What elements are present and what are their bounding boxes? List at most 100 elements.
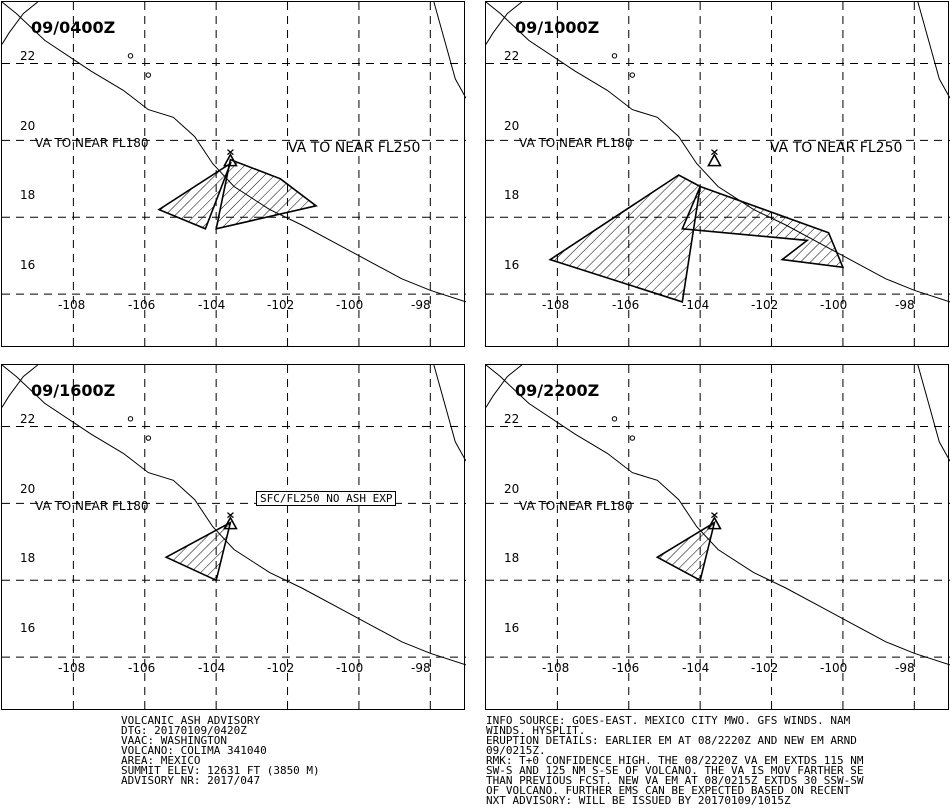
no-ash-label: SFC/FL250 NO ASH EXP	[256, 491, 397, 506]
coastline	[433, 365, 466, 462]
advisory-title: VOLCANIC ASH ADVISORY	[121, 714, 261, 727]
lon-label-104: -104	[682, 298, 710, 312]
advisory-number: ADVISORY NR: 2017/047	[121, 774, 261, 787]
lon-label-102: -102	[267, 298, 295, 312]
ash-polygon	[157, 161, 233, 230]
advisory-details: INFO SOURCE: GOES-EAST. MEXICO CITY MWO.…	[486, 714, 864, 807]
ash-polygon	[215, 158, 318, 230]
lon-label-100: -100	[820, 298, 848, 312]
advisory-line: WINDS. HYSPLIT.	[486, 724, 586, 737]
coastline	[486, 2, 950, 303]
va-label-fl180: VA TO NEAR FL180	[519, 136, 633, 150]
forecast-panel-1000: 09/1000Z VA TO NEAR FL180 VA TO NEAR FL2…	[485, 1, 950, 348]
volcano-icon	[223, 152, 238, 167]
island	[127, 53, 134, 59]
island	[611, 416, 618, 422]
advisory-area: AREA: MEXICO	[121, 754, 201, 767]
ash-polygon	[681, 185, 845, 269]
island	[629, 435, 636, 441]
lon-label-102: -102	[751, 661, 779, 675]
advisory-header: VOLCANIC ASH ADVISORY DTG: 20170109/0420…	[121, 714, 320, 787]
forecast-panel-1600: 09/1600Z VA TO NEAR FL180 SFC/FL250 NO A…	[1, 364, 466, 711]
coastline	[2, 365, 466, 666]
lon-label-106: -106	[128, 661, 156, 675]
va-label-fl180: VA TO NEAR FL180	[519, 499, 633, 513]
coastline	[486, 365, 523, 408]
va-label-fl250: VA TO NEAR FL250	[770, 140, 903, 156]
lat-label-18: 18	[504, 188, 520, 202]
forecast-panel-0400: 09/0400Z VA TO NEAR FL180 VA TO NEAR FL2…	[1, 1, 466, 348]
lat-label-16: 16	[20, 258, 36, 272]
lat-label-18: 18	[20, 551, 36, 565]
lon-label-100: -100	[336, 298, 364, 312]
coastline	[2, 2, 466, 303]
lon-label-106: -106	[612, 298, 640, 312]
map-canvas	[486, 365, 950, 711]
ash-polygon	[655, 520, 716, 582]
lon-label-100: -100	[336, 661, 364, 675]
advisory-line: OF VOLCANO. FURTHER EMS CAN BE EXPECTED …	[486, 784, 851, 797]
advisory-vaac: VAAC: WASHINGTON	[121, 734, 227, 747]
advisory-line: THAN PREVIOUS FCST. NEW VA EM AT 08/0215…	[486, 774, 864, 787]
lat-label-22: 22	[20, 49, 36, 63]
lat-label-20: 20	[20, 119, 36, 133]
advisory-line: RMK: T+0 CONFIDENCE HIGH. THE 08/2220Z V…	[486, 754, 864, 767]
lon-label-98: -98	[411, 661, 431, 675]
panel-time: 09/0400Z	[31, 18, 116, 37]
lat-label-16: 16	[504, 258, 520, 272]
island	[611, 53, 618, 59]
lon-label-98: -98	[895, 298, 915, 312]
lat-label-22: 22	[504, 49, 520, 63]
coastline	[917, 2, 950, 99]
lon-label-106: -106	[128, 298, 156, 312]
advisory-line: INFO SOURCE: GOES-EAST. MEXICO CITY MWO.…	[486, 714, 851, 727]
ash-polygon	[164, 521, 232, 582]
va-label-fl180: VA TO NEAR FL180	[35, 136, 149, 150]
lon-label-104: -104	[198, 298, 226, 312]
coastline	[917, 365, 950, 462]
lon-label-108: -108	[58, 298, 86, 312]
lat-label-18: 18	[20, 188, 36, 202]
lon-label-102: -102	[267, 661, 295, 675]
island	[127, 416, 134, 422]
va-label-fl180: VA TO NEAR FL180	[35, 499, 149, 513]
lon-label-98: -98	[411, 298, 431, 312]
panel-time: 09/1600Z	[31, 381, 116, 400]
lat-label-22: 22	[504, 412, 520, 426]
lon-label-108: -108	[542, 661, 570, 675]
volcano-icon	[707, 515, 722, 530]
coastline	[433, 2, 466, 99]
volcano-plume	[711, 512, 718, 519]
va-label-fl250: VA TO NEAR FL250	[288, 140, 421, 156]
ash-polygon	[548, 174, 702, 303]
lat-label-20: 20	[20, 482, 36, 496]
lat-label-20: 20	[504, 119, 520, 133]
map-canvas	[486, 2, 950, 348]
lon-label-104: -104	[682, 661, 710, 675]
lat-label-16: 16	[504, 621, 520, 635]
panel-time: 09/2200Z	[515, 381, 600, 400]
map-canvas	[2, 365, 466, 711]
lon-label-106: -106	[612, 661, 640, 675]
coastline	[2, 2, 39, 45]
lon-label-108: -108	[542, 298, 570, 312]
lon-label-102: -102	[751, 298, 779, 312]
lat-label-16: 16	[20, 621, 36, 635]
volcano-icon	[707, 152, 722, 167]
advisory-summit-elev: SUMMIT ELEV: 12631 FT (3850 M)	[121, 764, 320, 777]
advisory-line: ERUPTION DETAILS: EARLIER EM AT 08/2220Z…	[486, 734, 857, 747]
panel-time: 09/1000Z	[515, 18, 600, 37]
advisory-line: SW-S AND 125 NM S-SE OF VOLCANO. THE VA …	[486, 764, 864, 777]
volcano-plume	[227, 512, 234, 519]
map-canvas	[2, 2, 466, 348]
coastline	[2, 365, 39, 408]
lat-label-18: 18	[504, 551, 520, 565]
lon-label-108: -108	[58, 661, 86, 675]
volcano-icon	[223, 515, 238, 530]
advisory-dtg: DTG: 20170109/0420Z	[121, 724, 247, 737]
volcano-plume	[227, 149, 234, 156]
lat-label-20: 20	[504, 482, 520, 496]
advisory-line: 09/0215Z.	[486, 744, 546, 757]
forecast-panel-2200: 09/2200Z VA TO NEAR FL180 22 20 18 16 -1…	[485, 364, 950, 711]
advisory-line: NXT ADVISORY: WILL BE ISSUED BY 20170109…	[486, 794, 791, 807]
